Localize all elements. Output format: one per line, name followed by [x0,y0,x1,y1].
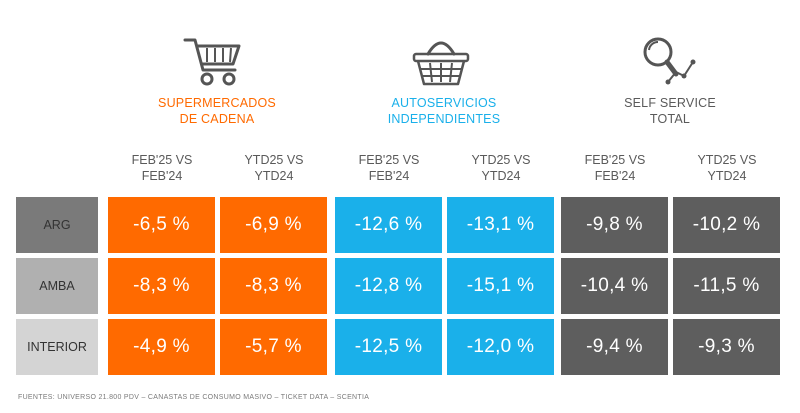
column-header: YTD25 VS YTD24 [244,153,304,183]
row-label-amba: AMBA [16,258,98,314]
magnifier-trend-icon [643,37,696,85]
value-cell: -4,9 % [108,319,215,375]
group-title-supermercados: SUPERMERCADOS DE CADENA [158,96,276,126]
value-cell: -6,9 % [220,197,327,253]
value-cell: -10,4 % [561,258,668,314]
value-cell: -12,6 % [335,197,442,253]
column-header: FEB'25 VS FEB'24 [131,153,193,183]
value-cell: -12,8 % [335,258,442,314]
value-cell: -9,3 % [673,319,780,375]
value-cell: -15,1 % [447,258,554,314]
column-header: YTD25 VS YTD24 [697,153,757,183]
group-title-selfservice: SELF SERVICE TOTAL [624,96,716,126]
shopping-basket-icon [412,41,470,86]
value-cell: -8,3 % [220,258,327,314]
column-header: FEB'25 VS FEB'24 [358,153,420,183]
row-label-arg: ARG [16,197,98,253]
shopping-cart-icon [183,38,241,86]
value-cell: -12,5 % [335,319,442,375]
column-header: FEB'25 VS FEB'24 [584,153,646,183]
row-label-interior: INTERIOR [16,319,98,375]
value-cell: -8,3 % [108,258,215,314]
value-cell: -12,0 % [447,319,554,375]
value-cell: -9,4 % [561,319,668,375]
value-cell: -5,7 % [220,319,327,375]
source-footnote: FUENTES: UNIVERSO 21.800 PDV – CANASTAS … [18,394,370,401]
value-cell: -11,5 % [673,258,780,314]
column-header: YTD25 VS YTD24 [471,153,531,183]
value-cell: -10,2 % [673,197,780,253]
value-cell: -9,8 % [561,197,668,253]
value-cell: -6,5 % [108,197,215,253]
value-cell: -13,1 % [447,197,554,253]
group-title-autoservicios: AUTOSERVICIOS INDEPENDIENTES [387,96,501,126]
